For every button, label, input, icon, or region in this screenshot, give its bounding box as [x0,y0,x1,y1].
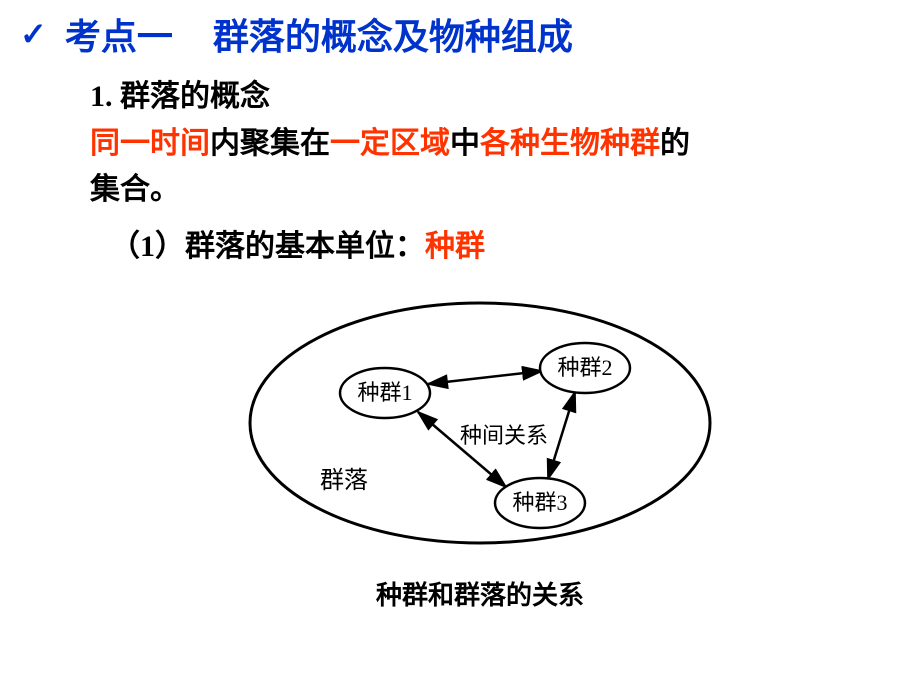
sub1-label: （1）群落的基本单位： [110,230,425,263]
def-part-5: 的 [660,127,690,160]
slide-title: ✓ 考点一 群落的概念及物种组成 [0,0,920,60]
title-part2: 群落的概念及物种组成 [213,8,573,60]
svg-text:种群1: 种群1 [357,380,412,405]
definition-line2: 集合。 [90,167,870,214]
def-part-2: 一定区域 [330,127,450,160]
diagram-caption: 种群和群落的关系 [90,576,870,616]
community-diagram: 群落 种群1 种群2 种群3 种间关系 [230,288,730,568]
sub-point-1: （1）群落的基本单位：种群 [90,224,870,271]
definition-line1: 同一时间内聚集在一定区域中各种生物种群的 [90,121,870,168]
heading-1: 1. 群落的概念 [90,74,870,121]
sub1-answer: 种群 [425,230,485,263]
svg-text:种群2: 种群2 [557,355,612,380]
svg-text:种群3: 种群3 [512,490,567,515]
svg-text:种间关系: 种间关系 [460,423,548,448]
def-part-1: 内聚集在 [210,127,330,160]
def-part-3: 中 [450,127,480,160]
svg-text:群落: 群落 [320,467,368,494]
check-icon: ✓ [20,15,47,53]
title-part1: 考点一 [65,8,173,60]
def-part-0: 同一时间 [90,127,210,160]
def-part-4: 各种生物种群 [480,127,660,160]
